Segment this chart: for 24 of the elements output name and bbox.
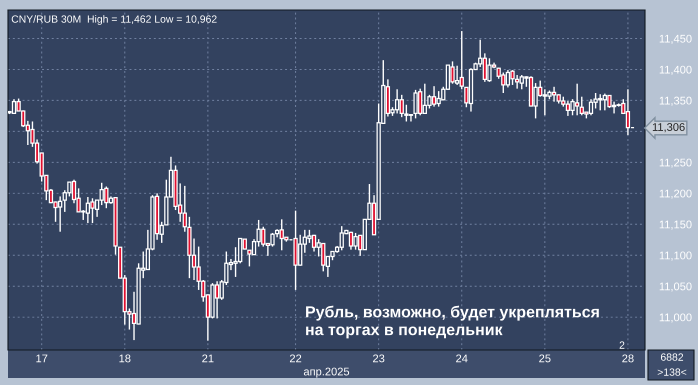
y-tick-label: 11,000 [660,313,692,323]
x-axis-title: апр.2025 [304,368,350,378]
chart-title: CNY/RUB 30M High = 11,462 Low = 10,962 [12,15,217,25]
y-tick-label: 11,100 [660,252,692,261]
x-tick-label: 21 [202,354,214,362]
text: >138< [658,368,686,376]
x-tick-label: 25 [539,354,551,362]
text: 11,306 [652,123,685,132]
y-tick-label: 11,050 [660,282,692,292]
y-tick-label: 11,200 [660,190,692,199]
x-tick-label: 22 [290,354,302,362]
annotation: 2 [620,341,624,349]
text: 6882 [660,353,684,361]
x-tick-label: 28 [622,354,634,362]
annotation: Рубль, возможно, будет укрепляться на торгах в понедельник [306,306,599,338]
x-tick-label: 24 [456,354,468,362]
y-tick-label: 11,350 [660,96,692,106]
x-tick-label: 17 [36,354,48,362]
y-tick-label: 11,250 [660,158,692,168]
y-tick-label: 11,450 [660,34,692,44]
x-tick-label: 18 [119,354,130,362]
y-tick-label: 11,150 [660,220,692,230]
x-tick-label: 23 [373,354,384,362]
y-tick-label: 11,400 [660,66,692,75]
